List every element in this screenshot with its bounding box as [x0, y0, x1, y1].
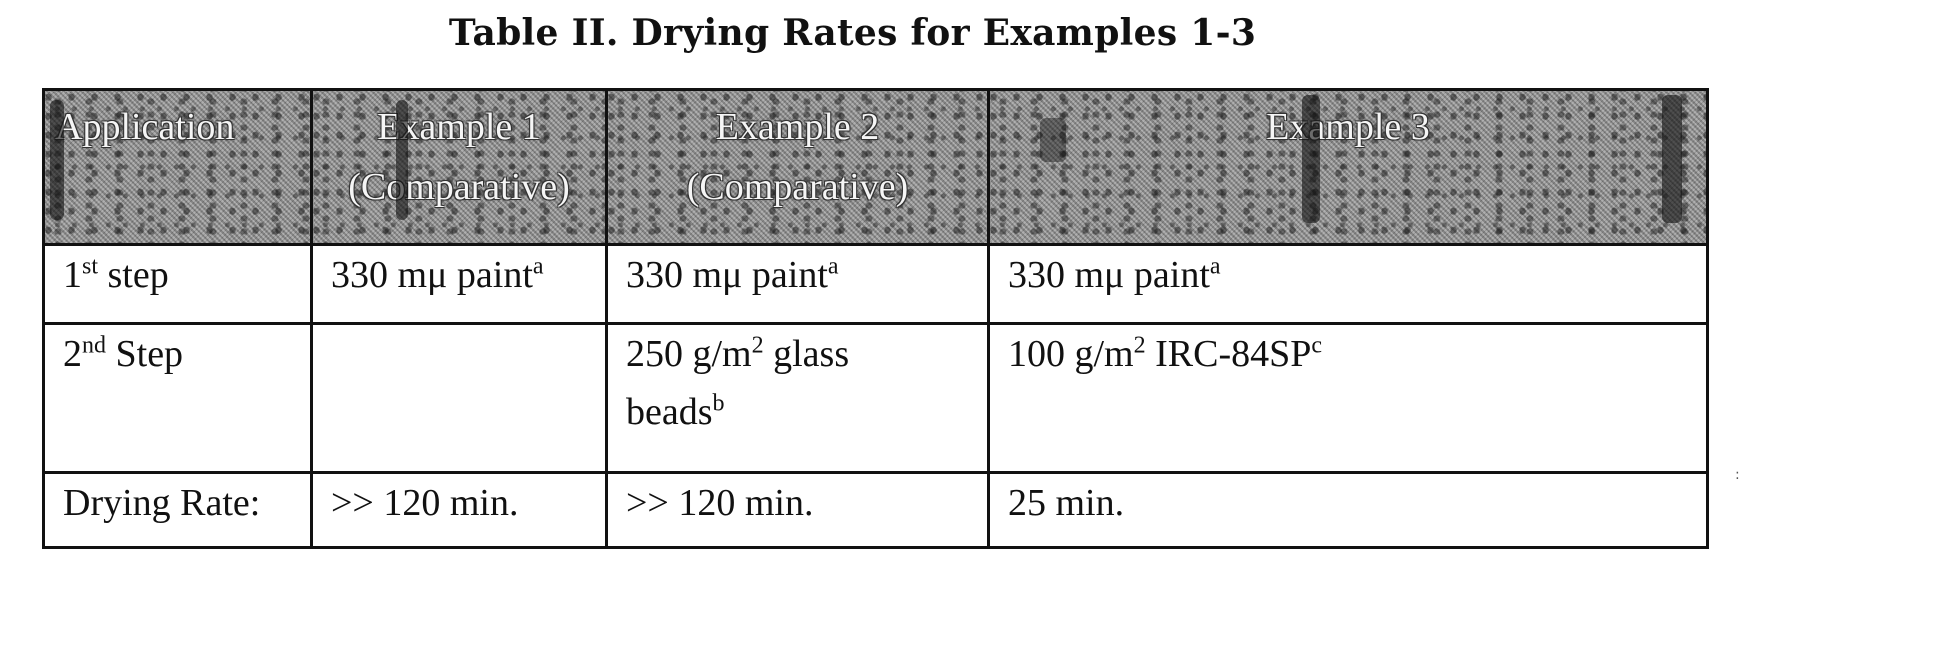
header-example-3-label: Example 3	[990, 97, 1706, 157]
header-example-3: Example 3	[989, 90, 1708, 245]
header-example-2: Example 2 (Comparative)	[607, 90, 989, 245]
header-application-label: Application	[55, 97, 310, 157]
footnote-marker: c	[1311, 332, 1322, 358]
cell-ex3-step2: 100 g/m2 IRC-84SPc	[989, 324, 1708, 473]
cell-text: 100 g/m	[1008, 333, 1134, 375]
header-example-1-label: Example 1	[313, 97, 605, 157]
header-example-1-sublabel: (Comparative)	[313, 157, 605, 217]
cell-ex3-drying-rate: 25 min.	[989, 473, 1708, 548]
row-label-text: 1	[63, 254, 82, 296]
footnote-marker: b	[713, 390, 725, 416]
footnote-marker: a	[1210, 253, 1221, 279]
table-header-row: Application Example 1 (Comparative) Exam…	[44, 90, 1708, 245]
cell-text: 250 g/m	[626, 333, 752, 375]
cell-text: 330 mμ paint	[1008, 254, 1210, 296]
footnote-marker: a	[828, 253, 839, 279]
table-title: Table II. Drying Rates for Examples 1-3	[0, 12, 1705, 54]
row-label-first-step: 1st step	[44, 245, 312, 324]
row-label-rest: step	[98, 254, 169, 296]
cell-ex3-step1: 330 mμ painta	[989, 245, 1708, 324]
cell-ex1-step2	[312, 324, 607, 473]
table-row: 1st step 330 mμ painta 330 mμ painta 330…	[44, 245, 1708, 324]
cell-text: 330 mμ paint	[626, 254, 828, 296]
row-label-text: Drying Rate:	[63, 482, 260, 524]
row-label-superscript: nd	[82, 332, 106, 358]
cell-ex2-step2: 250 g/m2 glass beadsb	[607, 324, 989, 473]
header-example-1: Example 1 (Comparative)	[312, 90, 607, 245]
header-example-2-label: Example 2	[608, 97, 987, 157]
row-label-second-step: 2nd Step	[44, 324, 312, 473]
cell-text: 330 mμ paint	[331, 254, 533, 296]
row-label-drying-rate: Drying Rate:	[44, 473, 312, 548]
cell-ex2-drying-rate: >> 120 min.	[607, 473, 989, 548]
cell-ex2-step1: 330 mμ painta	[607, 245, 989, 324]
superscript-2: 2	[1134, 332, 1146, 358]
superscript-2: 2	[752, 332, 764, 358]
cell-text-rest: glass	[764, 333, 850, 375]
table-row: 2nd Step 250 g/m2 glassbeadsb 100 g/m2 I…	[44, 324, 1708, 473]
header-example-2-sublabel: (Comparative)	[608, 157, 987, 217]
row-label-text: 2	[63, 333, 82, 375]
cell-text: >> 120 min.	[331, 482, 518, 524]
row-label-superscript: st	[82, 253, 98, 279]
cell-text-rest: IRC-84SP	[1146, 333, 1312, 375]
header-application: Application	[44, 90, 312, 245]
table-row: Drying Rate: >> 120 min. >> 120 min. 25 …	[44, 473, 1708, 548]
cell-ex1-drying-rate: >> 120 min.	[312, 473, 607, 548]
scan-margin-mark: :	[1735, 470, 1740, 480]
cell-text: 25 min.	[1008, 482, 1124, 524]
cell-text-line2: beads	[626, 391, 713, 433]
cell-text: >> 120 min.	[626, 482, 813, 524]
cell-ex1-step1: 330 mμ painta	[312, 245, 607, 324]
row-label-rest: Step	[106, 333, 183, 375]
footnote-marker: a	[533, 253, 544, 279]
drying-rates-table: Application Example 1 (Comparative) Exam…	[42, 88, 1709, 549]
